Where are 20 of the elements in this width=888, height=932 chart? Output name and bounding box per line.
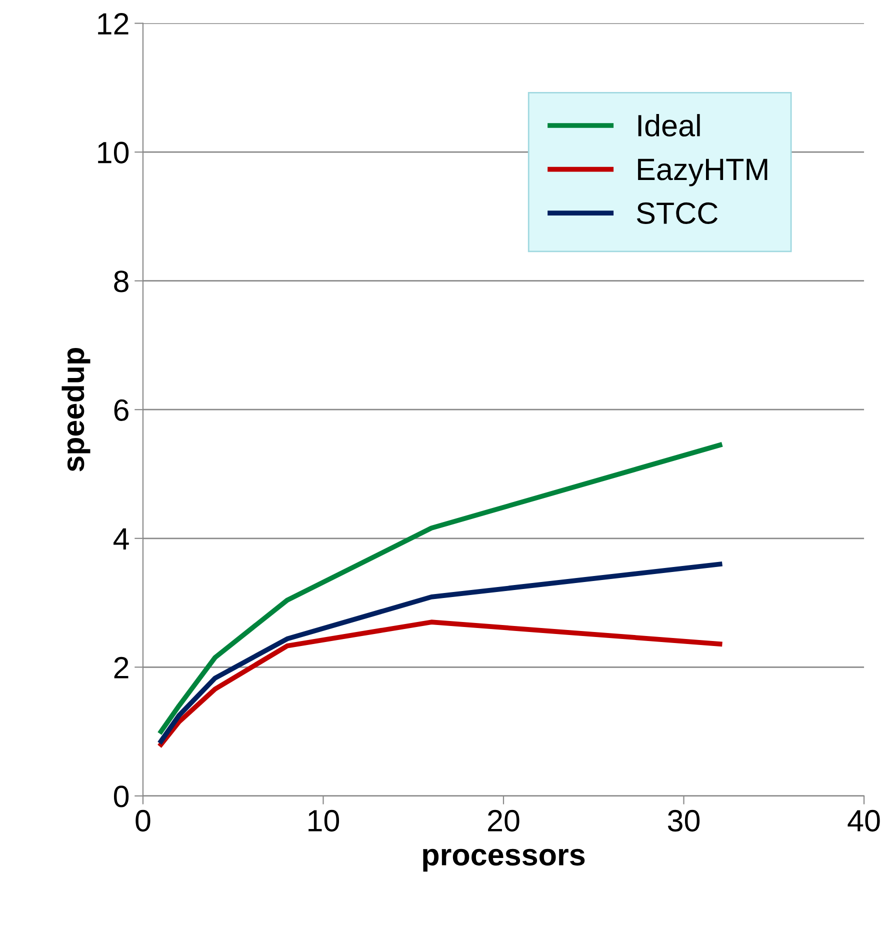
y-tick-label: 0 (114, 786, 129, 808)
x-tick-label: 0 (136, 810, 150, 832)
legend-label: Ideal (638, 114, 700, 136)
y-tick-label: 12 (98, 13, 128, 34)
x-tick-label: 20 (488, 810, 520, 832)
y-tick-label: 6 (114, 399, 128, 421)
y-tick-label: 10 (98, 142, 129, 164)
line-series (158, 562, 722, 744)
x-tick-label: 10 (308, 810, 340, 832)
legend-label: STCC (636, 202, 718, 224)
y-tick-label: 4 (113, 528, 129, 550)
y-tick-label: 2 (114, 656, 128, 678)
x-tick-label: 30 (668, 810, 700, 832)
y-axis-title: speedup (62, 348, 90, 472)
line-series (158, 442, 722, 734)
line-series (158, 620, 722, 747)
y-tick-label: 8 (114, 270, 128, 292)
x-axis-title: processors (423, 848, 585, 872)
legend-label: EazyHTM (638, 158, 768, 186)
x-tick-label: 40 (848, 810, 880, 832)
